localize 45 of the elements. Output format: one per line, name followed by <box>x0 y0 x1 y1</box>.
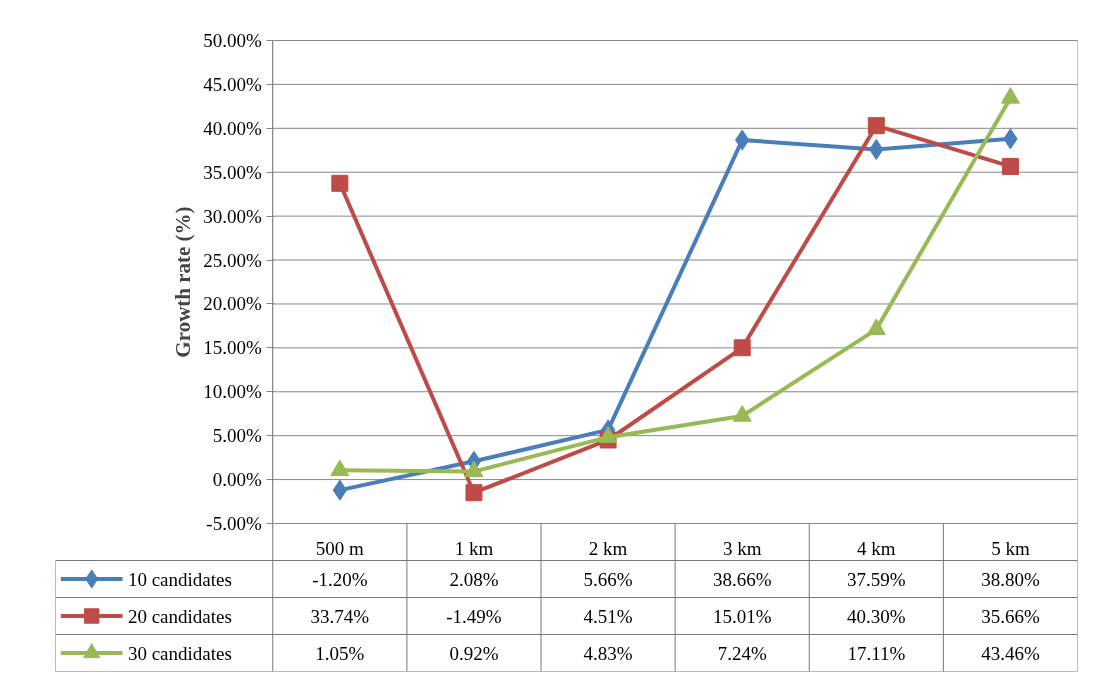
data-label: 15.01% <box>712 605 772 627</box>
data-label: -1.20% <box>312 568 368 590</box>
data-label: 43.46% <box>981 642 1040 664</box>
point <box>733 339 751 357</box>
data-label: 5.66% <box>583 568 633 590</box>
point <box>465 484 483 502</box>
data-label: 4.83% <box>583 642 633 664</box>
y-tick-label: -5.00% <box>206 513 262 534</box>
data-label: 2.08% <box>449 568 499 590</box>
data-label: 33.74% <box>310 605 370 627</box>
y-tick-label: 10.00% <box>203 381 262 403</box>
x-tick-label: 2 km <box>588 537 628 559</box>
data-label: 17.11% <box>847 642 906 664</box>
x-tick-label: 5 km <box>991 537 1030 559</box>
y-tick-label: 45.00% <box>203 73 262 95</box>
data-label: 38.80% <box>981 568 1040 590</box>
y-tick-label: 40.00% <box>203 117 262 139</box>
y-tick-label: 25.00% <box>203 249 262 271</box>
data-label: 0.92% <box>449 642 499 664</box>
x-tick-label: 4 km <box>857 537 896 559</box>
data-label: 40.30% <box>847 605 906 627</box>
data-label: 4.51% <box>583 605 633 627</box>
data-label: 38.66% <box>712 568 772 590</box>
point <box>1001 157 1019 175</box>
y-tick-label: 30.00% <box>203 205 262 227</box>
y-axis-title: Growth rate (%) <box>170 206 195 358</box>
data-label: 37.59% <box>847 568 906 590</box>
data-label: 7.24% <box>717 642 767 664</box>
legend-label: 20 candidates <box>127 605 232 627</box>
y-tick-label: 20.00% <box>203 293 262 315</box>
legend-label: 10 candidates <box>127 568 232 590</box>
data-label: -1.49% <box>446 605 502 627</box>
y-tick-label: 5.00% <box>212 425 262 447</box>
point <box>867 117 885 135</box>
y-tick-label: 0.00% <box>212 469 262 491</box>
y-tick-label: 50.00% <box>203 30 262 51</box>
legend-label: 30 candidates <box>127 642 232 664</box>
x-tick-label: 500 m <box>315 537 365 559</box>
y-tick-label: 15.00% <box>203 337 262 359</box>
data-label: 35.66% <box>981 605 1040 627</box>
x-tick-label: 3 km <box>722 537 762 559</box>
y-tick-label: 35.00% <box>203 161 262 183</box>
data-label: 1.05% <box>315 642 365 664</box>
point <box>331 174 349 192</box>
x-tick-label: 1 km <box>454 537 494 559</box>
